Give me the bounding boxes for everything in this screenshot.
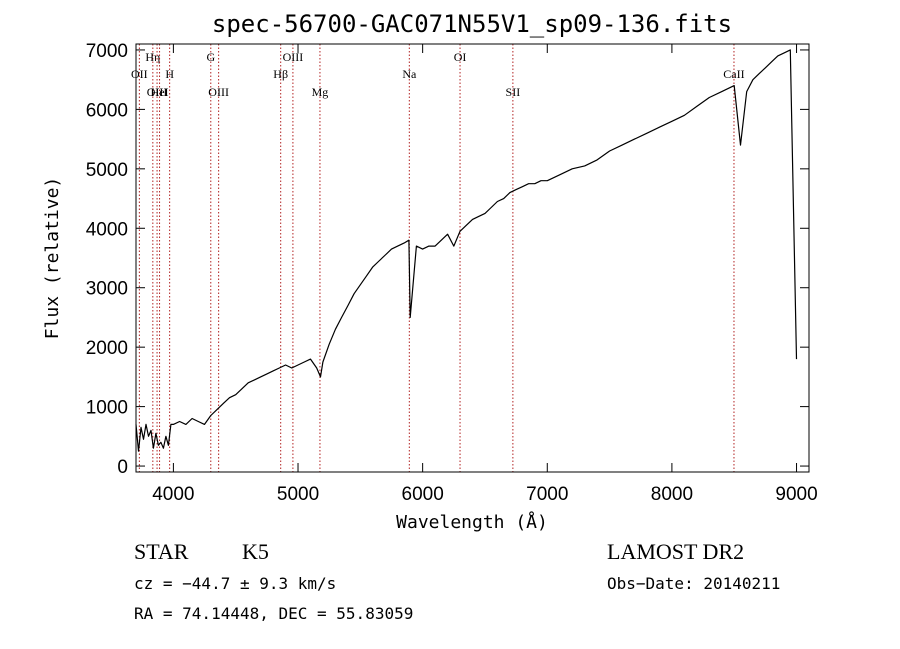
marker-label-8: OIII <box>283 50 304 64</box>
marker-label-4: H <box>165 67 174 81</box>
marker-label-5: G <box>206 50 215 64</box>
marker-label-2: OIII <box>147 85 168 99</box>
object-subclass: K5 <box>242 539 269 564</box>
y-tick-label-1: 1000 <box>86 398 128 419</box>
y-tick-label-5: 5000 <box>86 160 128 181</box>
y-tick-label-7: 7000 <box>86 41 128 62</box>
object-class: STAR <box>134 539 189 564</box>
redshift-text: cz = −44.7 ± 9.3 km/s <box>134 574 336 593</box>
survey-name: LAMOST DR2 <box>607 539 744 564</box>
x-tick-label-3: 7000 <box>526 484 568 505</box>
marker-label-1: Hη <box>145 50 160 64</box>
plot-frame <box>135 43 810 473</box>
coordinates-text: RA = 74.14448, DEC = 55.83059 <box>134 604 413 623</box>
y-axis-label: Flux (relative) <box>42 177 63 340</box>
marker-label-10: Na <box>402 67 417 81</box>
spectrum-series <box>135 49 798 452</box>
marker-label-6: OIII <box>208 85 229 99</box>
x-axis-label: Wavelength (Å) <box>396 511 548 533</box>
axis-ticks: 4000 5000 6000 7000 8000 9000 0 1000 2000 3000 400… <box>86 41 818 505</box>
marker-label-3: HeI <box>151 85 169 99</box>
x-tick-label-5: 9000 <box>775 484 817 505</box>
marker-label-11: OI <box>454 50 467 64</box>
chart-title: spec-56700-GAC071N55V1_sp09-136.fits <box>212 10 732 38</box>
y-tick-label-4: 4000 <box>86 219 128 240</box>
spectrum-line <box>135 49 798 452</box>
y-tick-label-3: 3000 <box>86 279 128 300</box>
x-tick-label-4: 8000 <box>651 484 693 505</box>
marker-label-13: CaII <box>723 67 744 81</box>
x-tick-label-2: 6000 <box>402 484 444 505</box>
observation-date: Obs−Date: 20140211 <box>607 574 780 593</box>
y-tick-label-2: 2000 <box>86 338 128 359</box>
marker-label-0: OII <box>131 67 148 81</box>
marker-label-7: Hβ <box>273 67 288 81</box>
x-tick-label-1: 5000 <box>277 484 319 505</box>
y-tick-label-6: 6000 <box>86 100 128 121</box>
marker-label-9: Mg <box>312 85 329 99</box>
y-tick-label-0: 0 <box>117 457 128 478</box>
marker-label-12: SII <box>506 85 521 99</box>
x-tick-label-0: 4000 <box>152 484 194 505</box>
